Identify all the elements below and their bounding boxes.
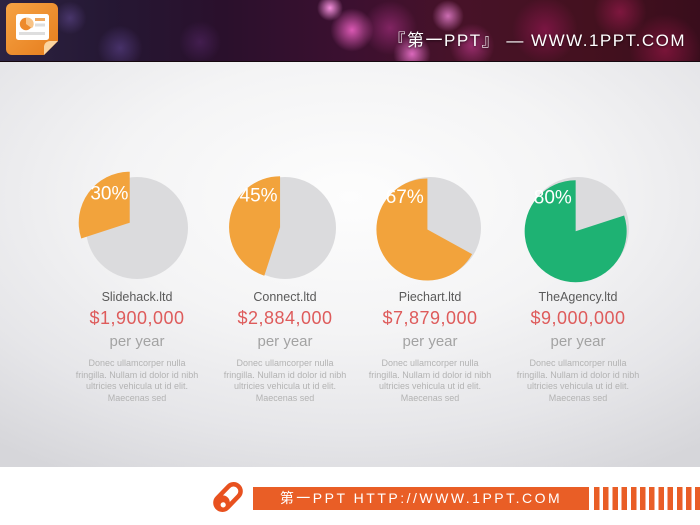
- company-name: Slidehack.ltd: [101, 290, 173, 304]
- company-name: Piechart.ltd: [398, 290, 462, 304]
- pill-icon: [213, 481, 243, 513]
- company-name: Connect.ltd: [253, 290, 317, 304]
- pie-value-slice: [78, 171, 130, 239]
- pie-percent-label: 67%: [386, 187, 424, 208]
- pie-chart-2: 45%: [229, 176, 336, 279]
- price-value: $7,879,000: [382, 308, 478, 328]
- price-value: $1,900,000: [89, 308, 185, 328]
- footer: 第一PPT HTTP://WWW.1PPT.COM: [0, 467, 700, 525]
- powerpoint-logo-icon: [5, 2, 59, 57]
- pie-percent-label: 30%: [90, 183, 128, 204]
- pie-percent-label: 45%: [240, 186, 278, 207]
- stripe-decoration: [594, 487, 700, 510]
- price-period: per year: [550, 333, 606, 350]
- price-value: $2,884,000: [237, 308, 333, 328]
- chart-column-3: 67% Piechart.ltd $7,879,000 per year Don…: [356, 163, 504, 404]
- pie-chart-1: 30%: [78, 171, 188, 279]
- pie-chart-3: 67%: [376, 177, 481, 281]
- pie-value-slice: [376, 178, 473, 281]
- pie-value-slice: [229, 176, 281, 276]
- pie-chart-4: 80%: [524, 177, 629, 283]
- description-text: Donec ullamcorper nulla fringilla. Nulla…: [368, 358, 492, 403]
- footer-link-text: 第一PPT HTTP://WWW.1PPT.COM: [279, 490, 563, 506]
- chart-column-2: 45% Connect.ltd $2,884,000 per year Done…: [211, 163, 359, 404]
- company-name: TheAgency.ltd: [538, 290, 618, 304]
- pie-percent-label: 80%: [534, 188, 572, 209]
- powerpoint-logo-svg: [6, 3, 58, 55]
- price-period: per year: [109, 333, 165, 350]
- footer-site-link[interactable]: 第一PPT HTTP://WWW.1PPT.COM: [253, 487, 589, 510]
- description-text: Donec ullamcorper nulla fringilla. Nulla…: [223, 358, 347, 403]
- description-text: Donec ullamcorper nulla fringilla. Nulla…: [516, 358, 640, 403]
- slide-canvas: 30% Slidehack.ltd $1,900,000 per year Do…: [0, 62, 700, 467]
- chart-column-1: 30% Slidehack.ltd $1,900,000 per year Do…: [63, 163, 211, 404]
- price-period: per year: [257, 333, 313, 350]
- site-brand-text: 『第一PPT』 — WWW.1PPT.COM: [388, 31, 686, 50]
- top-banner: 『第一PPT』 — WWW.1PPT.COM: [0, 0, 700, 62]
- chart-column-4: 80% TheAgency.ltd $9,000,000 per year Do…: [504, 163, 652, 404]
- price-period: per year: [402, 333, 458, 350]
- description-text: Donec ullamcorper nulla fringilla. Nulla…: [75, 358, 199, 403]
- price-value: $9,000,000: [530, 308, 626, 328]
- pie-value-slice: [524, 180, 627, 283]
